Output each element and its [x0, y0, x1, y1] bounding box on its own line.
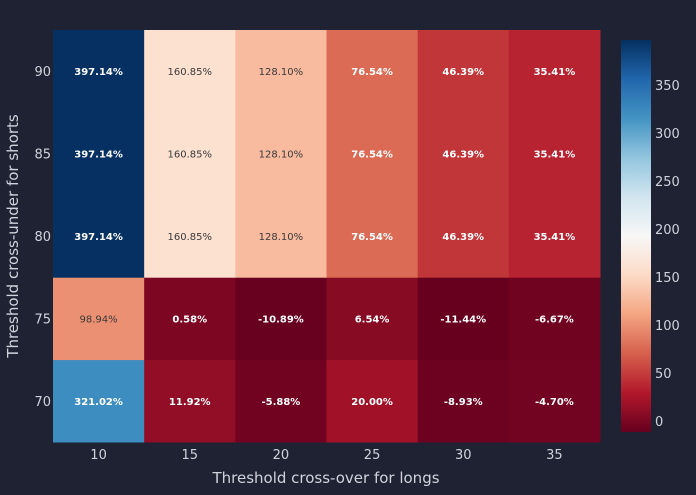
x-tick-label: 35	[546, 448, 563, 463]
x-tick-label: 15	[181, 448, 198, 463]
y-tick-label: 90	[34, 65, 51, 80]
cell-label: 46.39%	[442, 150, 484, 161]
cell-label: 46.39%	[442, 232, 484, 243]
heatmap-cell	[144, 359, 236, 443]
x-tick-label: 30	[455, 448, 472, 463]
heatmap-cell	[508, 30, 601, 113]
y-axis-title: Threshold cross-under for shorts	[4, 114, 22, 359]
colorbar-tick-label: 200	[655, 223, 680, 238]
cell-label: 128.10%	[259, 67, 304, 78]
heatmap-cell	[235, 112, 327, 196]
cell-label: 6.54%	[355, 314, 390, 325]
cell-label: 397.14%	[74, 232, 123, 243]
cell-label: 128.10%	[259, 232, 304, 243]
cell-label: 160.85%	[168, 150, 213, 161]
x-axis-ticks: 10 15 20 25 30 35	[90, 448, 562, 463]
colorbar-tick-label: 100	[655, 319, 680, 334]
heatmap-cell	[508, 277, 601, 361]
heatmap-cell	[53, 112, 145, 196]
cell-label: 397.14%	[74, 150, 123, 161]
heatmap-cell	[326, 194, 419, 278]
heatmap-cell	[326, 277, 419, 361]
y-tick-label: 70	[34, 395, 51, 410]
colorbar-ticks: 0 50 100 150 200 250 300 350	[655, 79, 680, 430]
cell-label: 35.41%	[534, 232, 576, 243]
x-axis-title: Threshold cross-over for longs	[211, 469, 439, 487]
heatmap-cell	[235, 359, 327, 443]
colorbar-tick-label: 50	[655, 367, 672, 382]
cell-label: 46.39%	[442, 67, 484, 78]
cell-label: 0.58%	[172, 314, 207, 325]
colorbar-tick-label: 0	[655, 415, 663, 430]
colorbar	[621, 40, 651, 432]
cell-label: 160.85%	[168, 232, 213, 243]
cell-label: -4.70%	[535, 397, 574, 408]
heatmap-cell	[326, 359, 419, 443]
heatmap-cell	[144, 112, 236, 196]
y-tick-label: 75	[34, 312, 51, 327]
cell-label: 397.14%	[74, 67, 123, 78]
y-tick-label: 85	[34, 148, 51, 163]
cell-label: -5.88%	[261, 397, 300, 408]
heatmap-cell	[417, 277, 510, 361]
cell-label: 76.54%	[351, 150, 393, 161]
cell-label: 160.85%	[168, 67, 213, 78]
heatmap-cell	[53, 359, 145, 443]
colorbar-tick-label: 300	[655, 127, 680, 142]
heatmap-cell	[417, 359, 510, 443]
cell-label: 11.92%	[169, 397, 211, 408]
cell-label: 98.94%	[80, 314, 118, 325]
cell-label: 321.02%	[74, 397, 123, 408]
cell-label: 76.54%	[351, 232, 393, 243]
x-tick-label: 20	[273, 448, 290, 463]
cell-label: -11.44%	[440, 314, 486, 325]
cell-label: -10.89%	[258, 314, 304, 325]
heatmap-cell	[53, 194, 145, 278]
cell-label: -6.67%	[535, 314, 574, 325]
heatmap-cell	[417, 112, 510, 196]
heatmap-cell	[417, 194, 510, 278]
cell-label: 20.00%	[351, 397, 393, 408]
heatmap-cell	[235, 30, 327, 113]
cell-label: 76.54%	[351, 67, 393, 78]
heatmap-cell	[508, 112, 601, 196]
heatmap-cell	[53, 30, 145, 113]
y-axis-ticks: 70 75 80 85 90	[34, 65, 51, 410]
colorbar-tick-label: 150	[655, 271, 680, 286]
cell-label: 128.10%	[259, 150, 304, 161]
heatmap-cell	[53, 277, 145, 361]
heatmap-cell	[144, 194, 236, 278]
colorbar-tick-label: 350	[655, 79, 680, 94]
x-tick-label: 10	[90, 448, 107, 463]
x-tick-label: 25	[364, 448, 381, 463]
heatmap-cell	[326, 30, 419, 113]
heatmap-cell	[144, 277, 236, 361]
heatmap-cell	[235, 277, 327, 361]
heatmap-cell	[326, 112, 419, 196]
cell-label: -8.93%	[444, 397, 483, 408]
y-tick-label: 80	[34, 230, 51, 245]
cell-label: 35.41%	[534, 67, 576, 78]
heatmap-cell	[417, 30, 510, 113]
cell-label: 35.41%	[534, 150, 576, 161]
heatmap-cell	[144, 30, 236, 113]
heatmap-cells: 321.02% 11.92% -5.88% 20.00% -8.93% -4.70% 98.…	[53, 30, 601, 443]
colorbar-tick-label: 250	[655, 175, 680, 190]
heatmap-cell	[235, 194, 327, 278]
heatmap-cell	[508, 359, 601, 443]
heatmap-cell	[508, 194, 601, 278]
